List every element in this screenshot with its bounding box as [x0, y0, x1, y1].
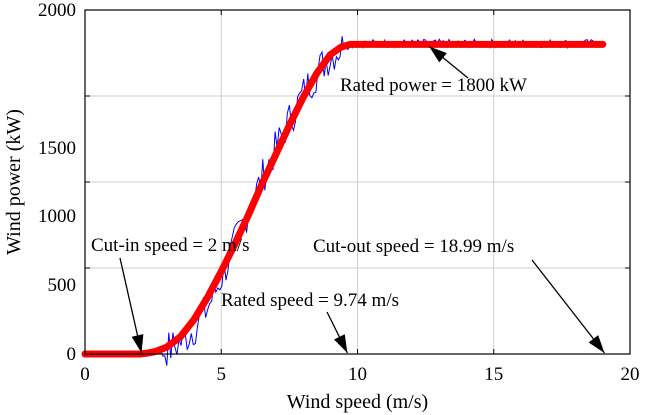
- y-tick-label: 1500: [38, 138, 76, 159]
- annotation-arrows: [119, 45, 605, 354]
- fitted-power-curve: [81, 40, 607, 358]
- x-tick-label: 0: [80, 364, 90, 385]
- annotation-cut-out: Cut-out speed = 18.99 m/s: [313, 236, 514, 257]
- annotation-cut-in: Cut-in speed = 2 m/s: [91, 235, 250, 256]
- x-tick-label: 20: [621, 364, 640, 385]
- y-tick-label: 2000: [38, 0, 76, 21]
- grid-lines: [85, 10, 630, 354]
- y-axis-label: Wind power (kW): [3, 109, 25, 255]
- rated-power-arrow-head: [429, 46, 447, 63]
- series-layer: [81, 36, 607, 366]
- cut-out-arrow-head: [588, 335, 605, 353]
- annotation-rated-speed: Rated speed = 9.74 m/s: [221, 290, 399, 311]
- rated-speed-arrow-head: [334, 334, 348, 353]
- y-tick-label: 0: [67, 344, 77, 365]
- x-tick-label: 5: [217, 364, 227, 385]
- cut-in-arrow-head: [131, 334, 144, 353]
- tick-marks: [84, 9, 631, 355]
- annotation-rated-power: Rated power = 1800 kW: [340, 75, 527, 96]
- x-axis-label: Wind speed (m/s): [287, 391, 428, 413]
- y-tick-label: 1000: [38, 206, 76, 227]
- y-tick-label: 500: [48, 275, 77, 296]
- x-tick-label: 15: [484, 364, 503, 385]
- cut-out-arrow-line: [531, 259, 605, 354]
- x-tick-label: 10: [348, 364, 367, 385]
